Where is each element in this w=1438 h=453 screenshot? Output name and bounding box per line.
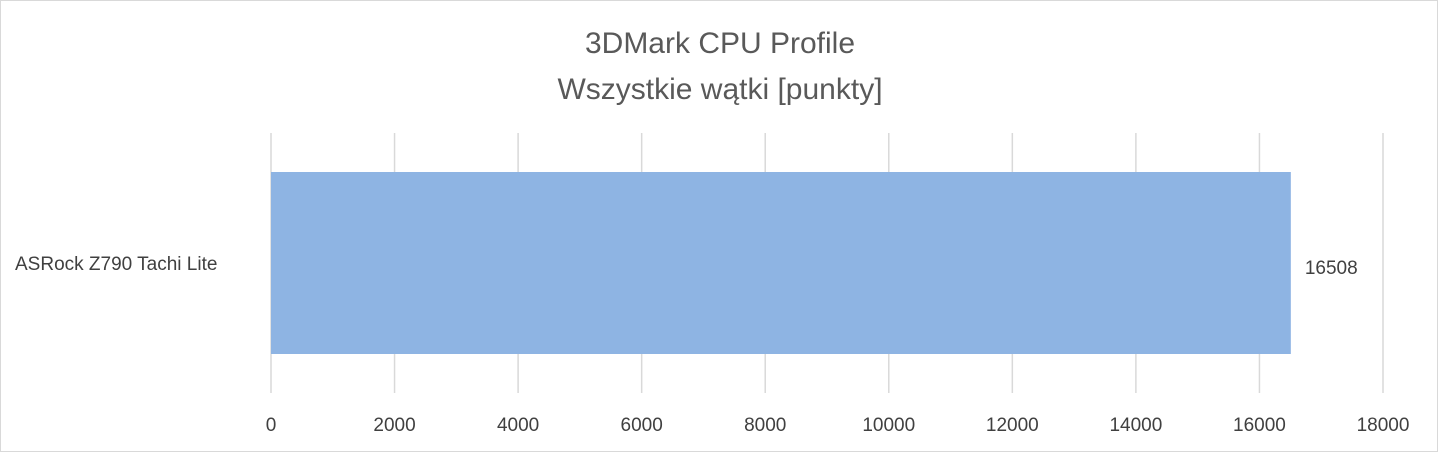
bars xyxy=(271,172,1291,354)
x-tick-label: 6000 xyxy=(621,415,663,436)
x-tick-label: 12000 xyxy=(986,415,1039,436)
x-tick-label: 18000 xyxy=(1357,415,1410,436)
x-tick-label: 4000 xyxy=(497,415,539,436)
labels: 0 2000 4000 6000 8000 10000 12000 14000 16000 180… xyxy=(15,254,1409,436)
chart-title: 3DMark CPU Profile xyxy=(585,27,855,60)
x-tick-label: 0 xyxy=(266,415,277,436)
chart-subtitle: Wszystkie wątki [punkty] xyxy=(557,73,882,106)
x-tick-label: 10000 xyxy=(862,415,915,436)
bar xyxy=(271,172,1291,354)
x-tick-label: 16000 xyxy=(1233,415,1286,436)
x-tick-label: 8000 xyxy=(744,415,786,436)
data-label: 16508 xyxy=(1305,258,1358,279)
category-label: ASRock Z790 Tachi Lite xyxy=(15,254,217,275)
x-tick-label: 2000 xyxy=(373,415,415,436)
x-tick-label: 14000 xyxy=(1109,415,1162,436)
